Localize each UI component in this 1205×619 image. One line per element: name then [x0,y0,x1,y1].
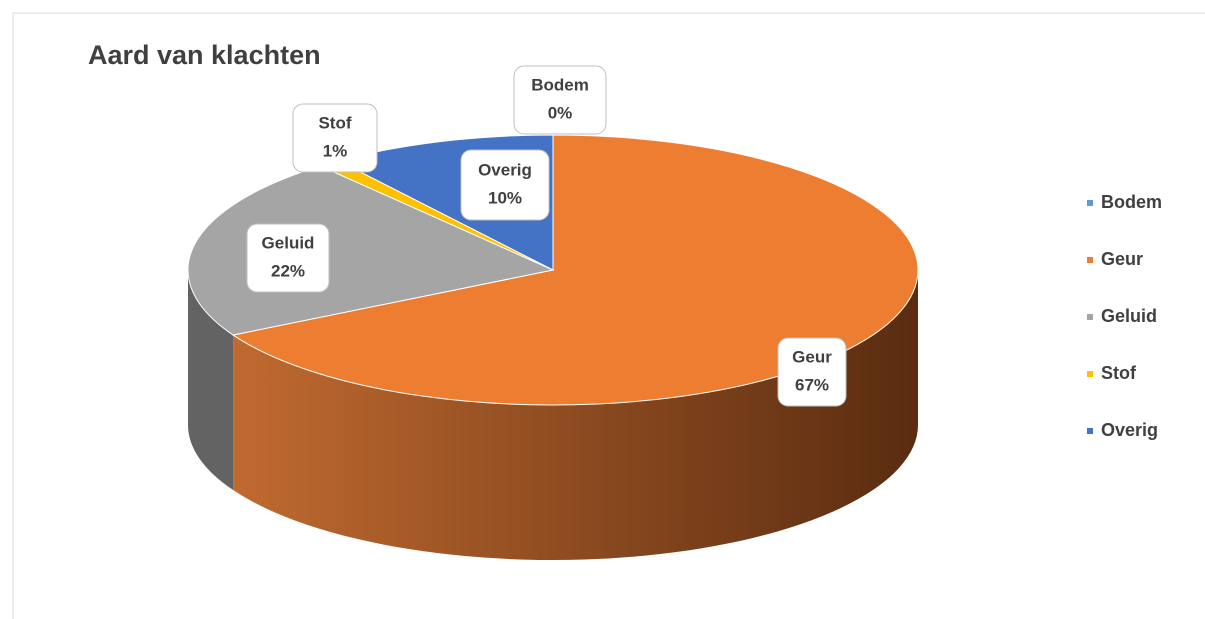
legend-marker [1087,314,1093,320]
label-category: Geur [792,347,832,366]
data-label: Stof 1% [292,103,378,173]
label-category: Geluid [262,233,315,252]
label-value: 0% [548,103,573,122]
label-value: 22% [271,261,305,280]
legend-marker [1087,371,1093,377]
legend-marker [1087,200,1093,206]
label-category: Overig [478,160,532,179]
label-value: 1% [323,141,348,160]
label-category: Stof [318,113,351,132]
legend-marker [1087,428,1093,434]
legend-label: Stof [1101,363,1137,383]
label-box [513,65,607,135]
legend-label: Geur [1101,249,1143,269]
label-box [777,337,847,407]
legend-label: Bodem [1101,192,1162,212]
data-label: Geur 67% [777,337,847,407]
label-value: 10% [488,188,522,207]
label-box [460,149,550,221]
legend-label: Overig [1101,420,1158,440]
data-label: Geluid 22% [246,223,330,293]
slice-side [188,270,234,491]
label-box [292,103,378,173]
slice [187,165,555,336]
slice-side [233,270,918,560]
label-value: 67% [795,375,829,394]
label-category: Bodem [531,75,589,94]
legend-marker [1087,257,1093,263]
data-label: Bodem 0% [513,65,607,135]
data-label: Overig 10% [460,149,550,221]
legend-label: Geluid [1101,306,1157,326]
slice [231,134,919,406]
chart-title: Aard van klachten [88,40,321,70]
label-box [246,223,330,293]
